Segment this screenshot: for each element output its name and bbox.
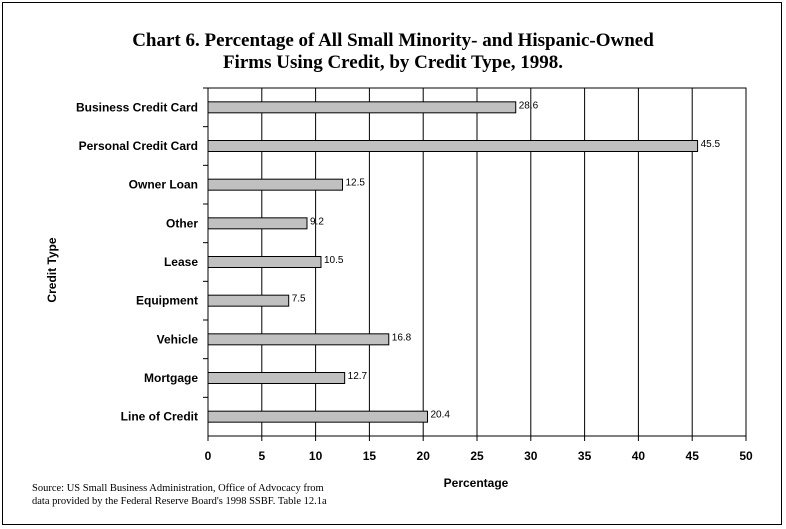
x-tick-label: 50 (739, 449, 753, 463)
x-tick-label: 0 (205, 449, 212, 463)
x-tick-label: 15 (363, 449, 377, 463)
category-label: Equipment (136, 294, 198, 308)
data-label: 9.2 (310, 216, 324, 227)
bar-equipment (207, 294, 290, 307)
bar-line-of-credit (207, 410, 429, 423)
category-label: Business Credit Card (76, 100, 198, 114)
chart-title: Chart 6. Percentage of All Small Minorit… (0, 30, 786, 74)
bar-owner-loan (207, 178, 343, 191)
x-tick-label: 25 (470, 449, 484, 463)
y-axis-title: Credit Type (45, 237, 59, 302)
x-tick-label: 10 (309, 449, 323, 463)
bar-personal-credit-card (207, 140, 699, 152)
data-label: 10.5 (324, 255, 344, 266)
bar-other (207, 217, 308, 230)
category-labels: Business Credit Card Personal Credit Card… (76, 87, 208, 424)
data-label: 12.7 (348, 371, 368, 382)
data-label: 20.4 (431, 410, 451, 421)
chart-title-line-1: Chart 6. Percentage of All Small Minorit… (132, 30, 654, 51)
bar-business-credit-card (207, 101, 517, 114)
chart-title-line-2: Firms Using Credit, by Credit Type, 1998… (222, 52, 564, 73)
category-label: Personal Credit Card (79, 139, 198, 153)
category-label: Vehicle (157, 332, 199, 346)
source-line-2: data provided by the Federal Reserve Boa… (32, 496, 327, 507)
data-label: 28.6 (519, 100, 539, 111)
category-label: Line of Credit (121, 410, 198, 424)
x-tick-label: 45 (686, 449, 700, 463)
data-labels: 28.6 45.5 12.5 9.2 10.5 7.5 16.8 12.7 20.4 (292, 100, 721, 420)
category-label: Mortgage (144, 371, 198, 385)
data-label: 45.5 (701, 139, 721, 150)
x-tick-label: 5 (258, 449, 265, 463)
source-note: Source: US Small Business Administration… (32, 482, 327, 508)
x-axis-title: Percentage (444, 476, 509, 490)
x-tick-label: 30 (524, 449, 538, 463)
x-tick-label: 20 (417, 449, 431, 463)
x-tick-label: 35 (578, 449, 592, 463)
x-tick-labels: 0 5 10 15 20 25 30 35 40 45 50 (205, 436, 753, 463)
category-label: Owner Loan (129, 178, 198, 192)
bar-lease (207, 256, 322, 268)
bars (207, 101, 699, 423)
category-label: Lease (164, 255, 198, 269)
data-label: 12.5 (346, 178, 366, 189)
data-label: 7.5 (292, 294, 306, 305)
bar-vehicle (207, 333, 390, 346)
data-label: 16.8 (392, 332, 412, 343)
category-label: Other (166, 216, 198, 230)
source-line-1: Source: US Small Business Administration… (32, 483, 324, 494)
x-tick-label: 40 (632, 449, 646, 463)
bar-mortgage (207, 372, 346, 384)
